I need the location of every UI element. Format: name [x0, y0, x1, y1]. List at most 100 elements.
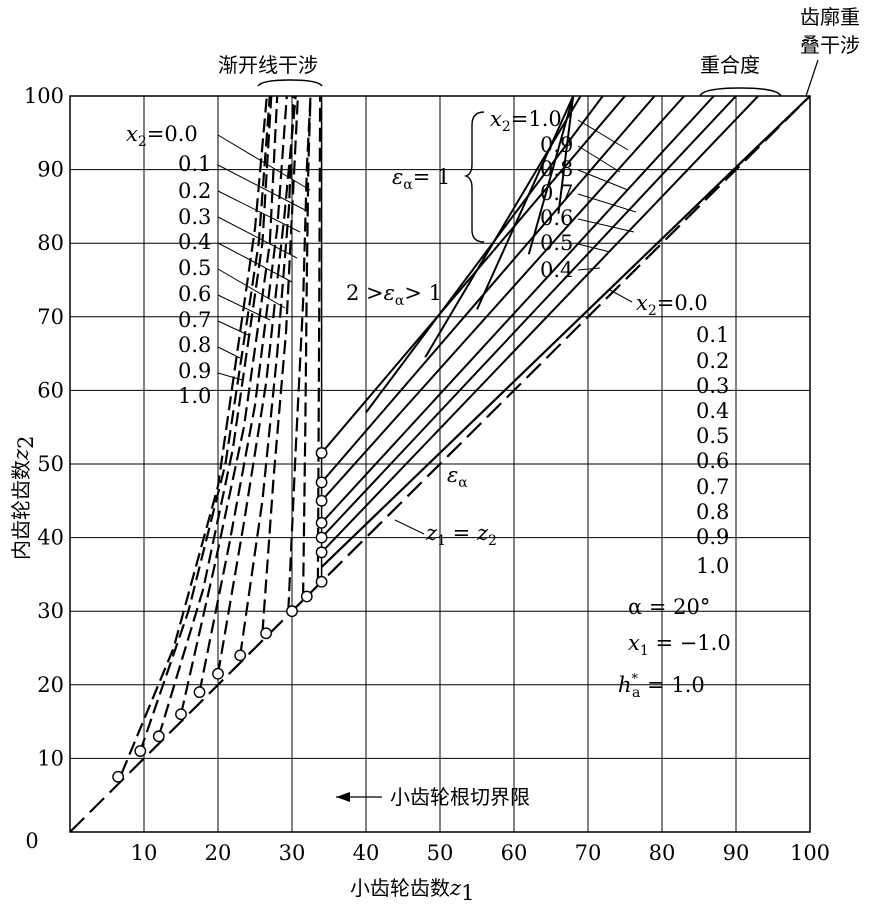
- svg-text:z1 = z2: z1 = z2: [425, 521, 497, 549]
- svg-text:0.4: 0.4: [696, 399, 729, 423]
- involute-curve: [316, 95, 322, 582]
- x2-left-leaders: [217, 134, 311, 381]
- svg-text:0.3: 0.3: [696, 374, 729, 398]
- eps-brace: [463, 111, 485, 243]
- involute-curve: [157, 95, 273, 737]
- svg-text:0.6: 0.6: [696, 449, 729, 473]
- data-point-circle: [234, 649, 247, 662]
- data-point-circle: [152, 730, 165, 743]
- x2-label-left: x2=0.0 0.1 0.2 0.3 0.4 0.5 0.6 0.7 0.8 0…: [126, 122, 211, 408]
- svg-text:0.2: 0.2: [696, 349, 729, 373]
- y-tick-label: 50: [37, 452, 64, 476]
- data-point-circle: [260, 627, 272, 640]
- x2-right-leaders: [577, 119, 637, 271]
- svg-text:0.5: 0.5: [540, 231, 573, 255]
- profile-overlap-label-1: 齿廓重: [800, 5, 860, 29]
- tick-labels: 0 10 20 30 40 50 60 70 80 90 100 10 20 30 40 50 60 70 80 90…: [24, 84, 830, 865]
- involute-curve: [216, 95, 297, 674]
- y-tick-label: 90: [37, 158, 64, 182]
- contact-ratio-line: [527, 95, 575, 255]
- data-point-circle: [315, 447, 328, 459]
- x-tick-label: 30: [279, 841, 306, 865]
- contact-ratio-line: [320, 95, 715, 524]
- contact-ratio-line: [557, 95, 575, 214]
- svg-text:0.1: 0.1: [178, 152, 211, 176]
- involute-bracket: [257, 79, 323, 87]
- x-axis-title: 小齿轮齿数z1: [350, 876, 474, 905]
- svg-text:0.8: 0.8: [540, 157, 573, 181]
- svg-text:0.9: 0.9: [540, 133, 573, 157]
- data-point-circle: [112, 770, 125, 783]
- svg-text:0.8: 0.8: [178, 333, 211, 357]
- x-tick-label: 0: [25, 829, 38, 853]
- eps-range-label: 2 >εα> 1: [346, 281, 442, 309]
- svg-text:0.4: 0.4: [540, 258, 573, 282]
- data-point-circle: [315, 516, 328, 529]
- profile-overlap-label-2: 叠干涉: [800, 33, 860, 57]
- involute-curve: [261, 95, 300, 634]
- svg-text:0.2: 0.2: [178, 179, 211, 203]
- x-tick-label: 20: [205, 841, 232, 865]
- svg-text:0.9: 0.9: [178, 359, 211, 383]
- svg-text:0.5: 0.5: [178, 256, 211, 280]
- svg-text:0.5: 0.5: [696, 424, 729, 448]
- data-point-circle: [315, 575, 328, 588]
- data-point-circle: [315, 476, 328, 489]
- involute-curve: [302, 95, 312, 597]
- root-cut-limit-annotation: 小齿轮根切界限: [336, 785, 530, 809]
- svg-text:0.4: 0.4: [178, 230, 211, 254]
- contact-ratio-line: [365, 95, 604, 414]
- involute-curve: [139, 95, 271, 752]
- involute-curve: [179, 95, 279, 715]
- x2-label-top-right: x2=1.0 0.9 0.8 0.7 0.6 0.5 0.4: [490, 107, 573, 282]
- y-tick-label: 70: [37, 305, 64, 329]
- data-point-circle: [193, 686, 206, 699]
- x-tick-label: 50: [427, 841, 454, 865]
- data-point-circle: [300, 590, 313, 603]
- x2-label-right: x2=0.0 0.1 0.2 0.3 0.4 0.5 0.6 0.7 0.8 0…: [636, 291, 729, 578]
- svg-text:0.9: 0.9: [696, 525, 729, 549]
- y-tick-label: 10: [37, 746, 64, 770]
- contact-ratio-line: [320, 95, 759, 554]
- y-axis-title: 内齿轮齿数z2: [9, 436, 38, 560]
- svg-text:0.8: 0.8: [696, 500, 729, 524]
- svg-text:x2=0.0: x2=0.0: [636, 291, 708, 319]
- contact-ratio-line: [320, 95, 656, 484]
- svg-text:0.6: 0.6: [178, 282, 211, 306]
- x-tick-label: 100: [790, 841, 830, 865]
- eps-eq-1-label: εα= 1: [392, 165, 450, 193]
- x2-right-leader: [609, 289, 633, 303]
- y-tick-label: 100: [24, 84, 64, 108]
- profile-overlap-pointer: [805, 59, 819, 97]
- contact-ratio-line: [476, 95, 575, 310]
- y-tick-label: 40: [37, 526, 64, 550]
- x-tick-label: 60: [501, 841, 528, 865]
- svg-text:0.3: 0.3: [178, 205, 211, 229]
- svg-text:0.7: 0.7: [540, 181, 573, 205]
- data-point-circle: [315, 494, 328, 507]
- svg-text:α = 20°: α = 20°: [628, 595, 710, 619]
- svg-text:0.7: 0.7: [696, 475, 729, 499]
- x-tick-label: 80: [649, 841, 676, 865]
- svg-text:0.7: 0.7: [178, 308, 211, 332]
- contact-ratio-line: [320, 95, 685, 502]
- svg-text:1.0: 1.0: [696, 554, 729, 578]
- x-tick-label: 40: [353, 841, 380, 865]
- svg-text:0.6: 0.6: [540, 206, 573, 230]
- svg-text:x2=0.0: x2=0.0: [126, 122, 198, 150]
- data-point-circle: [134, 745, 147, 757]
- x-tick-label: 10: [131, 841, 158, 865]
- svg-text:小齿轮根切界限: 小齿轮根切界限: [390, 785, 530, 809]
- svg-text:x2=1.0: x2=1.0: [490, 107, 562, 135]
- data-point-circle: [286, 605, 298, 618]
- overlap-limit-line: [320, 95, 811, 568]
- contact-ratio-label: 重合度: [700, 53, 760, 77]
- y-tick-label: 30: [37, 599, 64, 623]
- z1-eq-z2-line: [69, 95, 811, 833]
- contact-ratio-line: [320, 95, 737, 539]
- circle-markers: [112, 447, 328, 783]
- z1-eq-z2-label: z1 = z2: [394, 519, 497, 549]
- eps-alpha-label: εα: [447, 463, 468, 491]
- involute-interference-label: 渐开线干涉: [218, 53, 318, 77]
